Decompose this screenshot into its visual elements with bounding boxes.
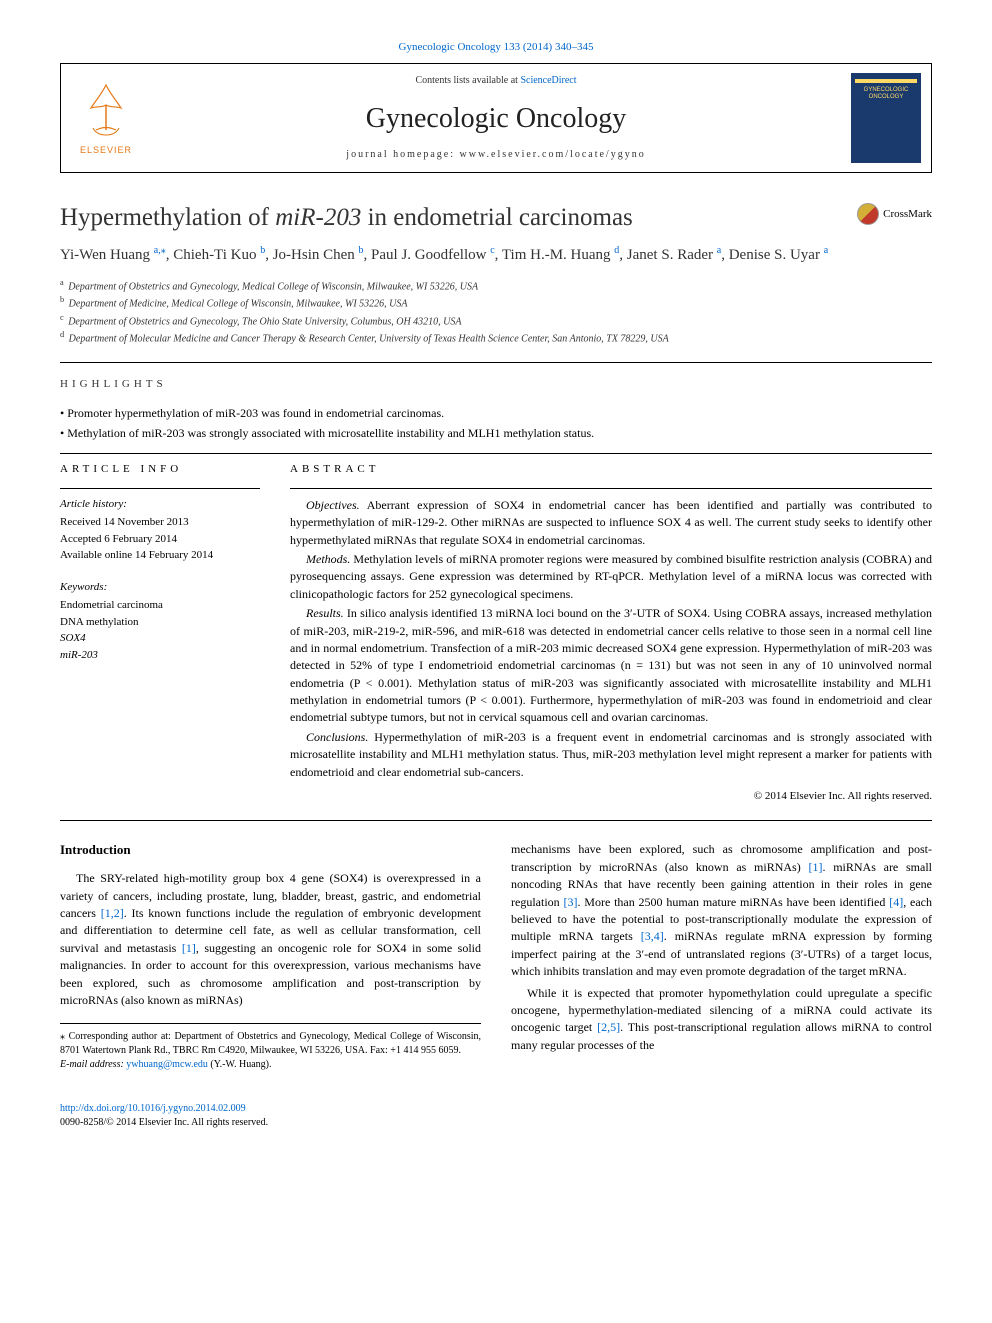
highlights-section: HIGHLIGHTS Promoter hypermethylation of … bbox=[60, 377, 932, 443]
history-item: Accepted 6 February 2014 bbox=[60, 531, 260, 548]
abstract-conclusions: Conclusions. Hypermethylation of miR-203… bbox=[290, 729, 932, 781]
keyword: Endometrial carcinoma bbox=[60, 597, 260, 614]
issn-copyright: 0090-8258/© 2014 Elsevier Inc. All right… bbox=[60, 1116, 932, 1130]
journal-cover-block: GYNECOLOGIC ONCOLOGY bbox=[841, 64, 931, 172]
history-item: Received 14 November 2013 bbox=[60, 514, 260, 531]
author: , Denise S. Uyar a bbox=[721, 247, 828, 263]
crossmark-label: CrossMark bbox=[883, 207, 932, 222]
journal-name: Gynecologic Oncology bbox=[161, 99, 831, 138]
author-list: Yi-Wen Huang a,⁎, Chieh-Ti Kuo b, Jo-Hsi… bbox=[60, 243, 932, 267]
highlights-label: HIGHLIGHTS bbox=[60, 377, 932, 392]
highlight-item: Promoter hypermethylation of miR-203 was… bbox=[60, 403, 932, 423]
abstract-results: Results. In silico analysis identified 1… bbox=[290, 605, 932, 727]
ref-link[interactable]: [3,4] bbox=[641, 929, 664, 943]
crossmark-icon bbox=[857, 203, 879, 225]
abstract-label: ABSTRACT bbox=[290, 462, 932, 477]
sciencedirect-link[interactable]: ScienceDirect bbox=[520, 75, 576, 86]
author: , Tim H.-M. Huang d bbox=[495, 247, 620, 263]
divider bbox=[60, 362, 932, 363]
journal-homepage: journal homepage: www.elsevier.com/locat… bbox=[161, 148, 831, 162]
author: , Chieh-Ti Kuo b bbox=[166, 247, 265, 263]
ref-link[interactable]: [1,2] bbox=[101, 906, 124, 920]
history-item: Available online 14 February 2014 bbox=[60, 547, 260, 564]
intro-heading: Introduction bbox=[60, 841, 481, 860]
affiliation: a Department of Obstetrics and Gynecolog… bbox=[60, 277, 932, 294]
ref-link[interactable]: [4] bbox=[889, 895, 903, 909]
abstract-methods: Methods. Methylation levels of miRNA pro… bbox=[290, 551, 932, 603]
divider bbox=[60, 820, 932, 821]
history-label: Article history: bbox=[60, 497, 260, 512]
corresponding-footnote: ⁎ Corresponding author at: Department of… bbox=[60, 1023, 481, 1072]
divider bbox=[290, 488, 932, 489]
divider bbox=[60, 453, 932, 454]
journal-masthead: ELSEVIER Contents lists available at Sci… bbox=[60, 63, 932, 173]
article-title: Hypermethylation of miR-203 in endometri… bbox=[60, 203, 857, 233]
crossmark-badge[interactable]: CrossMark bbox=[857, 203, 932, 225]
keyword: miR-203 bbox=[60, 647, 260, 664]
keyword: DNA methylation bbox=[60, 614, 260, 631]
journal-cover-icon: GYNECOLOGIC ONCOLOGY bbox=[851, 73, 921, 163]
intro-paragraph: The SRY-related high-motility group box … bbox=[60, 870, 481, 1009]
ref-link[interactable]: [1] bbox=[808, 860, 822, 874]
publisher-logo-block: ELSEVIER bbox=[61, 64, 151, 172]
keyword: SOX4 bbox=[60, 630, 260, 647]
affiliation: b Department of Medicine, Medical Colleg… bbox=[60, 294, 932, 311]
ref-link[interactable]: [2,5] bbox=[597, 1020, 620, 1034]
footer-identifiers: http://dx.doi.org/10.1016/j.ygyno.2014.0… bbox=[60, 1102, 932, 1130]
elsevier-tree-icon bbox=[81, 80, 131, 140]
abstract-copyright: © 2014 Elsevier Inc. All rights reserved… bbox=[290, 789, 932, 804]
author: , Jo-Hsin Chen b bbox=[265, 247, 363, 263]
publisher-name: ELSEVIER bbox=[80, 144, 132, 157]
article-info-column: ARTICLE INFO Article history: Received 1… bbox=[60, 462, 260, 804]
keywords-label: Keywords: bbox=[60, 580, 260, 595]
citation-header: Gynecologic Oncology 133 (2014) 340–345 bbox=[60, 40, 932, 55]
article-info-label: ARTICLE INFO bbox=[60, 462, 260, 477]
email-link[interactable]: ywhuang@mcw.edu bbox=[126, 1059, 208, 1070]
affiliation: d Department of Molecular Medicine and C… bbox=[60, 329, 932, 346]
author: Yi-Wen Huang a,⁎ bbox=[60, 247, 166, 263]
doi-link[interactable]: http://dx.doi.org/10.1016/j.ygyno.2014.0… bbox=[60, 1103, 246, 1114]
intro-paragraph: While it is expected that promoter hypom… bbox=[511, 985, 932, 1055]
abstract-column: ABSTRACT Objectives. Aberrant expression… bbox=[290, 462, 932, 804]
ref-link[interactable]: [1] bbox=[182, 941, 196, 955]
abstract-objectives: Objectives. Aberrant expression of SOX4 … bbox=[290, 497, 932, 549]
author: , Janet S. Rader a bbox=[619, 247, 721, 263]
author: , Paul J. Goodfellow c bbox=[364, 247, 495, 263]
affiliations: a Department of Obstetrics and Gynecolog… bbox=[60, 277, 932, 346]
intro-paragraph-cont: mechanisms have been explored, such as c… bbox=[511, 841, 932, 980]
divider bbox=[60, 488, 260, 489]
citation-link[interactable]: Gynecologic Oncology 133 (2014) 340–345 bbox=[399, 41, 594, 53]
homepage-url[interactable]: www.elsevier.com/locate/ygyno bbox=[460, 149, 646, 160]
contents-available: Contents lists available at ScienceDirec… bbox=[161, 74, 831, 88]
highlight-item: Methylation of miR-203 was strongly asso… bbox=[60, 423, 932, 443]
ref-link[interactable]: [3] bbox=[563, 895, 577, 909]
affiliation: c Department of Obstetrics and Gynecolog… bbox=[60, 312, 932, 329]
